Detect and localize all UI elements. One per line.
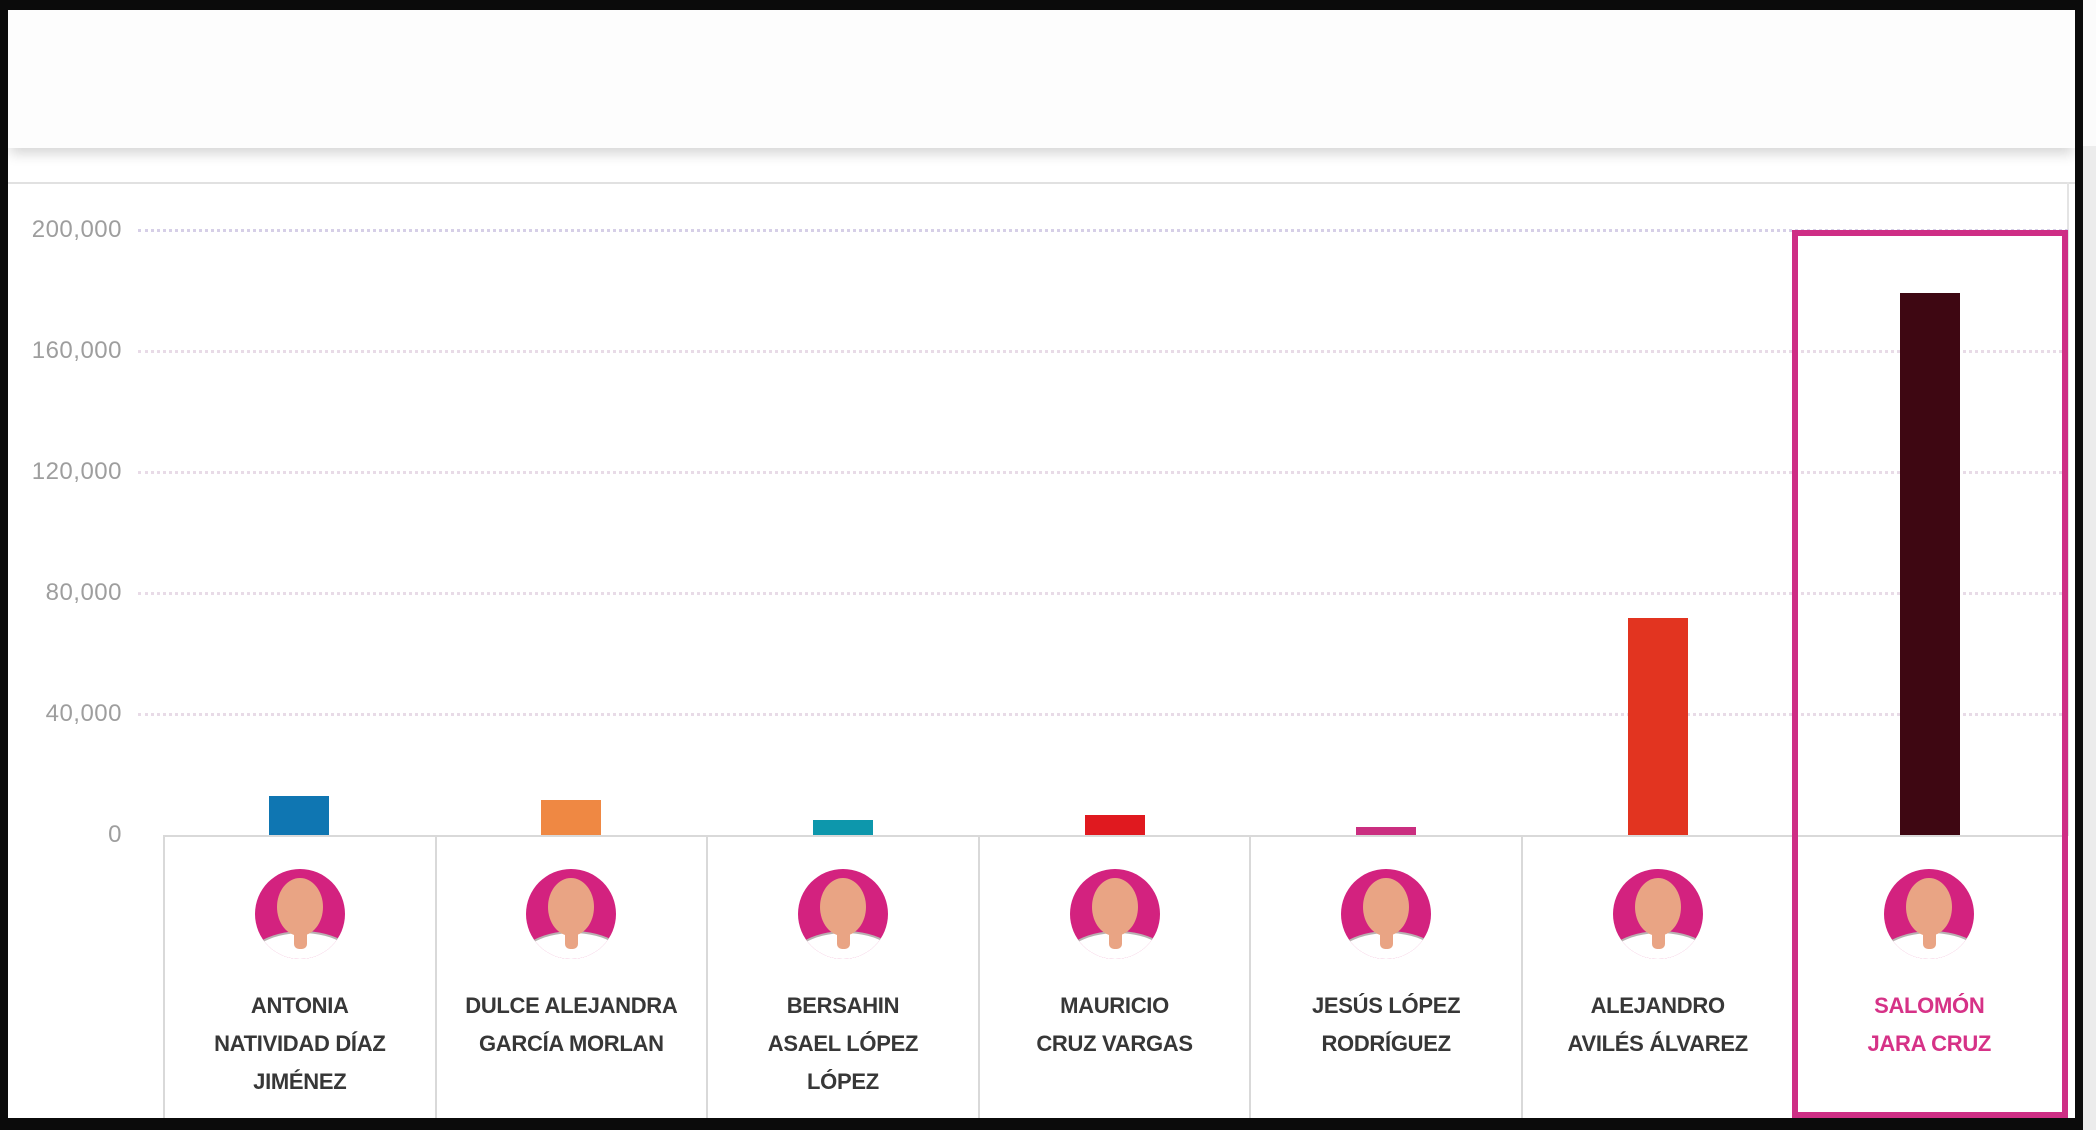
y-axis-tick-label: 160,000 xyxy=(31,337,122,364)
candidate-name-line: ASAEL LÓPEZ xyxy=(767,1031,919,1056)
y-axis-tick-label: 200,000 xyxy=(31,216,122,243)
gridline-200000 xyxy=(138,229,2068,232)
gridline-120000 xyxy=(138,471,2068,474)
candidate-name: ANTONIA NATIVIDAD DÍAZ JIMÉNEZ xyxy=(214,987,386,1101)
candidate-name-line: SALOMÓN xyxy=(1874,993,1985,1018)
vote-bar-5 xyxy=(1356,826,1417,835)
candidate-name-line: ANTONIA xyxy=(250,993,349,1018)
candidate-name: SALOMÓN JARA CRUZ xyxy=(1867,987,1991,1063)
winner-highlight-box xyxy=(1792,230,2069,1118)
vote-bar-2 xyxy=(540,800,601,835)
candidate-name: MAURICIO CRUZ VARGAS xyxy=(1036,987,1193,1063)
candidate-name-line: GARCÍA MORLAN xyxy=(479,1031,664,1056)
page-edge-sliver xyxy=(2083,0,2096,146)
y-axis-tick-label: 120,000 xyxy=(31,458,122,485)
candidate-avatar-icon xyxy=(1612,869,1703,959)
candidate-avatar-icon xyxy=(797,869,888,959)
candidate-name-line: JARA CRUZ xyxy=(1867,1031,1992,1056)
candidate-name-line: AVILÉS ÁLVAREZ xyxy=(1567,1031,1748,1056)
avatar-head xyxy=(1906,878,1953,936)
candidate-name: JESÚS LÓPEZ RODRÍGUEZ xyxy=(1311,987,1461,1063)
gridline-160000 xyxy=(138,350,2068,353)
vote-bar-7 xyxy=(1900,292,1961,835)
candidate-column-1: ANTONIA NATIVIDAD DÍAZ JIMÉNEZ xyxy=(163,837,435,1118)
frame-border-left xyxy=(0,0,8,1130)
candidate-column-6: ALEJANDRO AVILÉS ÁLVAREZ xyxy=(1520,837,1793,1118)
candidate-name-line: DULCE ALEJANDRA xyxy=(465,993,678,1018)
candidates-table: ANTONIA NATIVIDAD DÍAZ JIMÉNEZ DULCE ALEJAN… xyxy=(163,835,2067,1118)
avatar-head xyxy=(548,878,595,936)
candidate-column-2: DULCE ALEJANDRA GARCÍA MORLAN xyxy=(434,837,707,1118)
candidate-name: ALEJANDRO AVILÉS ÁLVAREZ xyxy=(1567,987,1748,1063)
avatar-head xyxy=(276,878,323,936)
candidate-name: BERSAHIN ASAEL LÓPEZ LÓPEZ xyxy=(767,987,919,1101)
candidate-name-line: CRUZ VARGAS xyxy=(1036,1031,1193,1056)
frame-border-bottom xyxy=(0,1118,2083,1130)
frame-border-right xyxy=(2075,0,2083,1130)
candidate-name-line: NATIVIDAD DÍAZ xyxy=(214,1031,386,1056)
y-axis-tick-label: 40,000 xyxy=(45,700,122,727)
vote-bar-1 xyxy=(268,795,329,835)
avatar-head xyxy=(1091,878,1138,936)
candidate-avatar-icon xyxy=(254,869,345,959)
y-axis-tick-label: 80,000 xyxy=(45,579,122,606)
candidate-avatar-icon xyxy=(1069,869,1160,959)
candidate-column-3: BERSAHIN ASAEL LÓPEZ LÓPEZ xyxy=(706,837,978,1118)
frame-border-top xyxy=(0,0,2083,10)
avatar-head xyxy=(819,878,866,936)
candidate-avatar-icon xyxy=(526,869,617,959)
avatar-head xyxy=(1634,878,1681,936)
candidate-name-line: JIMÉNEZ xyxy=(253,1069,347,1094)
vote-bar-6 xyxy=(1628,618,1689,835)
page-scrollbar-track[interactable] xyxy=(2083,146,2096,1130)
candidate-name-line: RODRÍGUEZ xyxy=(1321,1031,1451,1056)
gridline-80000 xyxy=(138,592,2068,595)
vote-bar-4 xyxy=(1084,815,1145,835)
page-body: 200,000 160,000 120,000 80,000 40,000 0 ANTON… xyxy=(8,10,2075,1118)
candidate-name-line: ALEJANDRO xyxy=(1590,993,1726,1018)
candidate-column-5: JESÚS LÓPEZ RODRÍGUEZ xyxy=(1249,837,1521,1118)
candidate-name-line: BERSAHIN xyxy=(786,993,900,1018)
candidate-avatar-icon xyxy=(1884,869,1975,959)
section-divider xyxy=(8,182,2075,184)
gridline-40000 xyxy=(138,713,2068,716)
candidate-name-line: JESÚS LÓPEZ xyxy=(1311,993,1461,1018)
vote-bar-3 xyxy=(812,819,873,835)
y-axis-tick-label: 0 xyxy=(108,821,122,848)
candidate-name-line: LÓPEZ xyxy=(807,1069,879,1094)
candidate-name: DULCE ALEJANDRA GARCÍA MORLAN xyxy=(465,987,678,1063)
candidate-name-line: MAURICIO xyxy=(1060,993,1169,1018)
header-bar xyxy=(8,10,2075,148)
avatar-head xyxy=(1363,878,1410,936)
candidate-column-4: MAURICIO CRUZ VARGAS xyxy=(977,837,1250,1118)
candidate-avatar-icon xyxy=(1341,869,1432,959)
